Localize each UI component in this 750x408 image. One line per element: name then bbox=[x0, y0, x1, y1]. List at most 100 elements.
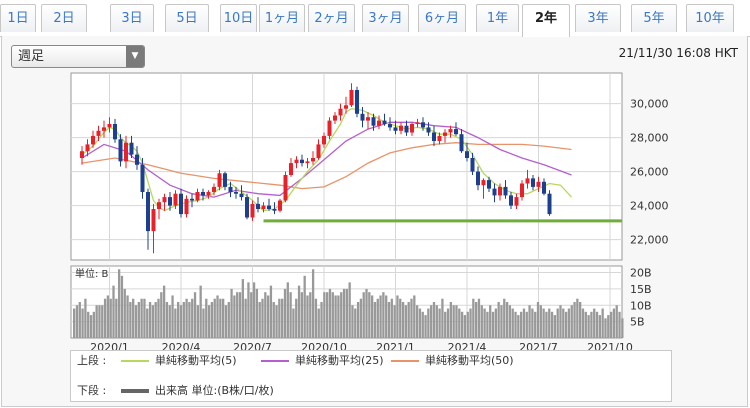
tab-5[interactable]: 10日 bbox=[220, 4, 257, 32]
candle-body bbox=[256, 203, 260, 209]
candle-body bbox=[234, 192, 238, 194]
volume-bar bbox=[424, 315, 427, 338]
period-select[interactable]: 週足 ▼ bbox=[11, 45, 145, 68]
volume-bar bbox=[399, 298, 402, 338]
volume-bar bbox=[576, 298, 579, 338]
volume-bar bbox=[379, 295, 382, 338]
volume-bar bbox=[73, 308, 76, 338]
volume-bar bbox=[604, 318, 607, 338]
volume-bar bbox=[75, 305, 79, 338]
chart-legend: 上段 : 単純移動平均(5) 単純移動平均(25) 単純移動平均(50) 下段 … bbox=[70, 350, 672, 402]
tab-4[interactable]: 5日 bbox=[165, 4, 209, 32]
legend-ma50-label: 単純移動平均(50) bbox=[425, 354, 514, 367]
tab-3[interactable]: 3日 bbox=[110, 4, 154, 32]
price-tick-label: 30,000 bbox=[630, 98, 669, 111]
volume-bar bbox=[109, 298, 112, 338]
volume-bar bbox=[92, 311, 95, 338]
candle-body bbox=[459, 134, 464, 152]
candle-body bbox=[470, 158, 475, 172]
candle-body bbox=[146, 192, 150, 232]
candle-body bbox=[289, 163, 293, 175]
volume-bar bbox=[452, 305, 455, 338]
volume-bar bbox=[486, 311, 489, 338]
volume-bar bbox=[241, 279, 244, 338]
legend-lower-label: 下段 : bbox=[77, 384, 107, 397]
volume-bar bbox=[278, 298, 281, 338]
volume-bar bbox=[525, 311, 528, 338]
tab-12[interactable]: 3年 bbox=[575, 4, 621, 32]
volume-bar bbox=[185, 298, 188, 338]
tab-1[interactable]: 1日 bbox=[0, 4, 36, 32]
timestamp: 21/11/30 16:08 HKT bbox=[618, 46, 738, 60]
volume-bar bbox=[266, 295, 270, 338]
volume-bar bbox=[545, 311, 548, 338]
tab-8[interactable]: 3ヶ月 bbox=[362, 4, 409, 32]
candle-body bbox=[300, 159, 304, 164]
candle-body bbox=[443, 132, 447, 136]
candle-body bbox=[476, 171, 480, 186]
candle-body bbox=[531, 178, 535, 187]
tab-11[interactable]: 2年 bbox=[522, 4, 570, 37]
legend-ma5: 単純移動平均(5) bbox=[121, 354, 237, 368]
candle-body bbox=[316, 144, 321, 158]
volume-bar bbox=[295, 298, 298, 338]
volume-bar bbox=[368, 292, 371, 338]
volume-bar bbox=[123, 288, 126, 338]
candle-body bbox=[377, 120, 381, 126]
ma50-line-icon bbox=[391, 360, 419, 362]
volume-bar bbox=[213, 298, 216, 338]
candle-body bbox=[118, 139, 123, 162]
volume-bar bbox=[255, 288, 259, 338]
volume-bar bbox=[404, 305, 408, 338]
volume-bar bbox=[373, 302, 377, 338]
volume-bar bbox=[272, 302, 275, 338]
volume-bar bbox=[286, 282, 289, 338]
volume-bar bbox=[146, 308, 149, 338]
candle-body bbox=[239, 193, 244, 198]
tab-7[interactable]: 2ヶ月 bbox=[308, 4, 355, 32]
candle-body bbox=[102, 127, 106, 131]
volume-bar bbox=[205, 298, 208, 338]
candle-body bbox=[267, 205, 271, 209]
candle-body bbox=[190, 198, 194, 201]
candle-body bbox=[333, 115, 337, 121]
volume-bar bbox=[317, 308, 320, 338]
volume-bar bbox=[382, 292, 385, 338]
volume-bar bbox=[564, 311, 568, 338]
candle-body bbox=[162, 197, 167, 203]
volume-bar bbox=[210, 302, 214, 338]
tab-14[interactable]: 10年 bbox=[686, 4, 734, 32]
candle-body bbox=[393, 127, 398, 131]
volume-bar bbox=[106, 295, 110, 338]
volume-bar bbox=[497, 302, 500, 338]
volume-bar bbox=[396, 295, 399, 338]
period-select-value: 週足 bbox=[18, 49, 45, 64]
ma25-line bbox=[81, 121, 572, 198]
chevron-down-icon[interactable]: ▼ bbox=[126, 46, 144, 67]
tab-10[interactable]: 1年 bbox=[476, 4, 519, 32]
volume-bar bbox=[505, 302, 509, 338]
volume-bar bbox=[168, 305, 171, 338]
volume-bar bbox=[607, 315, 610, 338]
candle-body bbox=[360, 113, 365, 121]
legend-volume: 出来高 単位:(B株/口/枚) bbox=[121, 384, 274, 398]
volume-bar bbox=[609, 311, 613, 338]
volume-bar bbox=[601, 308, 604, 338]
tab-6[interactable]: 1ヶ月 bbox=[259, 4, 305, 32]
volume-bar bbox=[432, 302, 436, 338]
volume-bar bbox=[193, 292, 197, 338]
volume-bar bbox=[581, 308, 585, 338]
tab-9[interactable]: 6ヶ月 bbox=[418, 4, 466, 32]
candle-body bbox=[151, 209, 156, 232]
tab-2[interactable]: 2日 bbox=[41, 4, 87, 32]
volume-bar bbox=[385, 295, 388, 338]
volume-bar bbox=[359, 298, 363, 338]
volume-bar bbox=[95, 305, 98, 338]
volume-bar bbox=[534, 311, 537, 338]
volume-bar bbox=[421, 311, 424, 338]
tab-13[interactable]: 5年 bbox=[631, 4, 677, 32]
candle-body bbox=[487, 180, 491, 189]
volume-bar bbox=[356, 302, 360, 338]
candle-body bbox=[415, 122, 420, 124]
candle-body bbox=[404, 125, 409, 133]
